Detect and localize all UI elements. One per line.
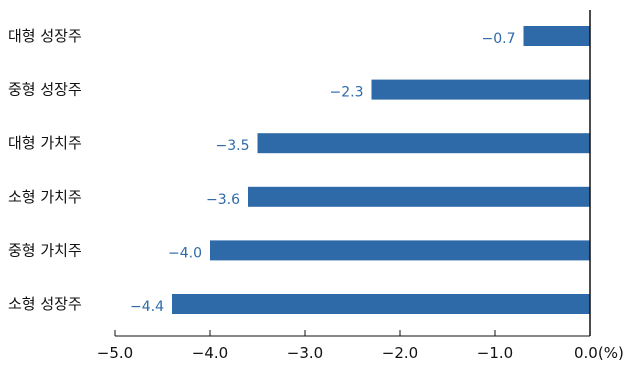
category-label-2: 대형 가치주 [8, 134, 82, 152]
bar-2 [257, 133, 590, 154]
bar-3 [248, 186, 590, 207]
bars-group: 대형 성장주 −0.7 중형 성장주 −2.3 대형 가치주 −3.5 소형 가치주 −3.6… [8, 26, 590, 315]
category-label-4: 중형 가치주 [8, 241, 82, 259]
x-tick-label-4: −1.0 [477, 344, 513, 362]
bar-1 [371, 79, 590, 100]
data-label-2: −3.5 [216, 138, 250, 154]
x-tick-label-0: −5.0 [97, 344, 133, 362]
bar-0 [523, 26, 590, 46]
x-tick-label-5: 0.0(%) [574, 344, 624, 362]
data-label-1: −2.3 [330, 85, 364, 101]
category-label-0: 대형 성장주 [8, 27, 82, 45]
x-axis-ticks: −5.0 −4.0 −3.0 −2.0 −1.0 0.0(%) [97, 330, 624, 362]
data-label-3: −3.6 [206, 192, 240, 208]
data-label-5: −4.4 [130, 299, 164, 315]
category-label-3: 소형 가치주 [8, 188, 82, 206]
data-label-0: −0.7 [482, 31, 516, 47]
x-tick-label-1: −4.0 [192, 344, 228, 362]
bar-4 [210, 240, 590, 261]
x-tick-label-3: −2.0 [382, 344, 418, 362]
category-label-1: 중형 성장주 [8, 81, 82, 99]
x-tick-label-2: −3.0 [287, 344, 323, 362]
bar-5 [172, 294, 590, 314]
category-label-5: 소형 성장주 [8, 295, 82, 313]
data-label-4: −4.0 [168, 245, 202, 261]
